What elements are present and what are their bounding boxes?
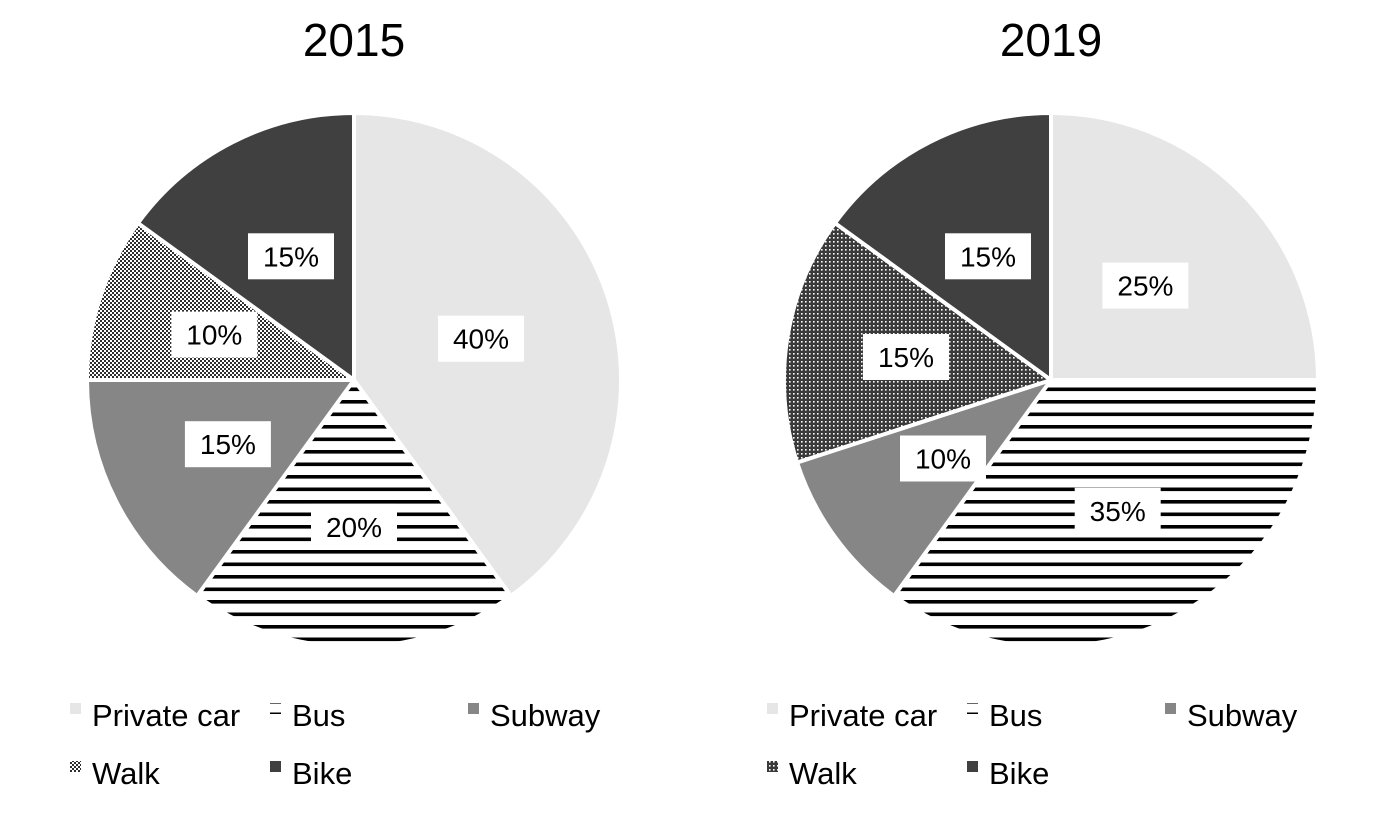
- legend-2019-bus-label: Bus: [989, 698, 1042, 733]
- legend-2015-subway-label: Subway: [490, 698, 601, 733]
- legend-2019-subway: Subway: [1165, 698, 1298, 733]
- slice-2019-private-car: [1049, 111, 1320, 382]
- chart-2019-slices: [782, 111, 1320, 649]
- label-2015-bus: 20%: [311, 503, 397, 550]
- legend-2019-walk-label: Walk: [789, 756, 857, 791]
- chart-2019-data-labels: 25% 35% 10% 15% 15%: [863, 233, 1189, 534]
- legend-2019-subway-swatch: [1165, 703, 1176, 714]
- label-2019-subway-text: 10%: [915, 444, 971, 475]
- label-2019-subway: 10%: [900, 435, 986, 482]
- chart-2015-title: 2015: [303, 14, 405, 66]
- legend-2019-bus: Bus: [967, 698, 1042, 733]
- chart-2015-legend: Private car Bus Subway Walk Bike: [70, 698, 601, 791]
- legend-2015-private-car-label: Private car: [92, 698, 240, 733]
- legend-2015-bike-swatch: [270, 761, 281, 772]
- slice-2015-bike: [135, 111, 356, 382]
- label-2019-private-car-text: 25%: [1117, 271, 1173, 302]
- label-2015-subway: 15%: [184, 421, 271, 468]
- chart-2019-legend: Private car Bus Subway Walk Bike: [767, 698, 1298, 791]
- label-2019-bus-text: 35%: [1090, 496, 1146, 527]
- legend-2019-private-car-label: Private car: [789, 698, 937, 733]
- legend-2019-private-car-swatch: [767, 703, 778, 714]
- label-2019-bike: 15%: [945, 233, 1031, 280]
- label-2015-private-car: 40%: [438, 315, 524, 362]
- legend-2019-bike: Bike: [967, 756, 1049, 791]
- chart-2019-title: 2019: [1000, 14, 1102, 66]
- legend-2015-bus: Bus: [270, 698, 345, 733]
- chart-2019: 2019 25% 35% 10% 15% 15% Private car Bus…: [767, 14, 1320, 791]
- chart-2015-data-labels: 40% 20% 15% 10% 15%: [171, 233, 524, 550]
- label-2015-private-car-text: 40%: [453, 324, 509, 355]
- label-2015-bike-text: 15%: [263, 241, 319, 272]
- slice-2015-walk: [85, 221, 356, 382]
- legend-2019-private-car: Private car: [767, 698, 937, 733]
- legend-2019-bike-label: Bike: [989, 756, 1049, 791]
- legend-2019-bus-swatch: [967, 703, 978, 714]
- legend-2015-bike: Bike: [270, 756, 352, 791]
- legend-2019-subway-label: Subway: [1187, 698, 1298, 733]
- legend-2015-bus-label: Bus: [292, 698, 345, 733]
- chart-2015-slices: [85, 111, 623, 649]
- label-2019-walk: 15%: [863, 334, 949, 380]
- legend-2015-bus-swatch: [270, 703, 281, 714]
- legend-2015-private-car: Private car: [70, 698, 240, 733]
- label-2015-walk-text: 10%: [186, 320, 242, 351]
- legend-2015-subway: Subway: [468, 698, 601, 733]
- label-2015-subway-text: 15%: [200, 429, 256, 460]
- chart-2015: 2015 40% 20% 15% 10% 15% Private car Bus…: [70, 14, 623, 791]
- slice-2019-bike: [832, 111, 1053, 382]
- label-2019-private-car: 25%: [1102, 262, 1189, 309]
- label-2019-bus: 35%: [1074, 487, 1161, 534]
- label-2019-walk-text: 15%: [878, 342, 934, 373]
- legend-2015-bike-label: Bike: [292, 756, 352, 791]
- legend-2015-walk-label: Walk: [92, 756, 160, 791]
- label-2015-walk: 10%: [171, 311, 258, 358]
- legend-2015-walk: Walk: [70, 756, 160, 791]
- label-2015-bike: 15%: [248, 233, 334, 280]
- legend-2015-walk-swatch: [70, 761, 81, 772]
- slice-2015-subway: [85, 378, 356, 599]
- legend-2019-walk-swatch: [767, 761, 778, 772]
- legend-2019-bike-swatch: [967, 761, 978, 772]
- label-2015-bus-text: 20%: [326, 512, 382, 543]
- legend-2015-private-car-swatch: [70, 703, 81, 714]
- legend-2019-walk: Walk: [767, 756, 857, 791]
- legend-2015-subway-swatch: [468, 703, 479, 714]
- slice-2019-subway: [795, 378, 1053, 599]
- label-2019-bike-text: 15%: [960, 241, 1016, 272]
